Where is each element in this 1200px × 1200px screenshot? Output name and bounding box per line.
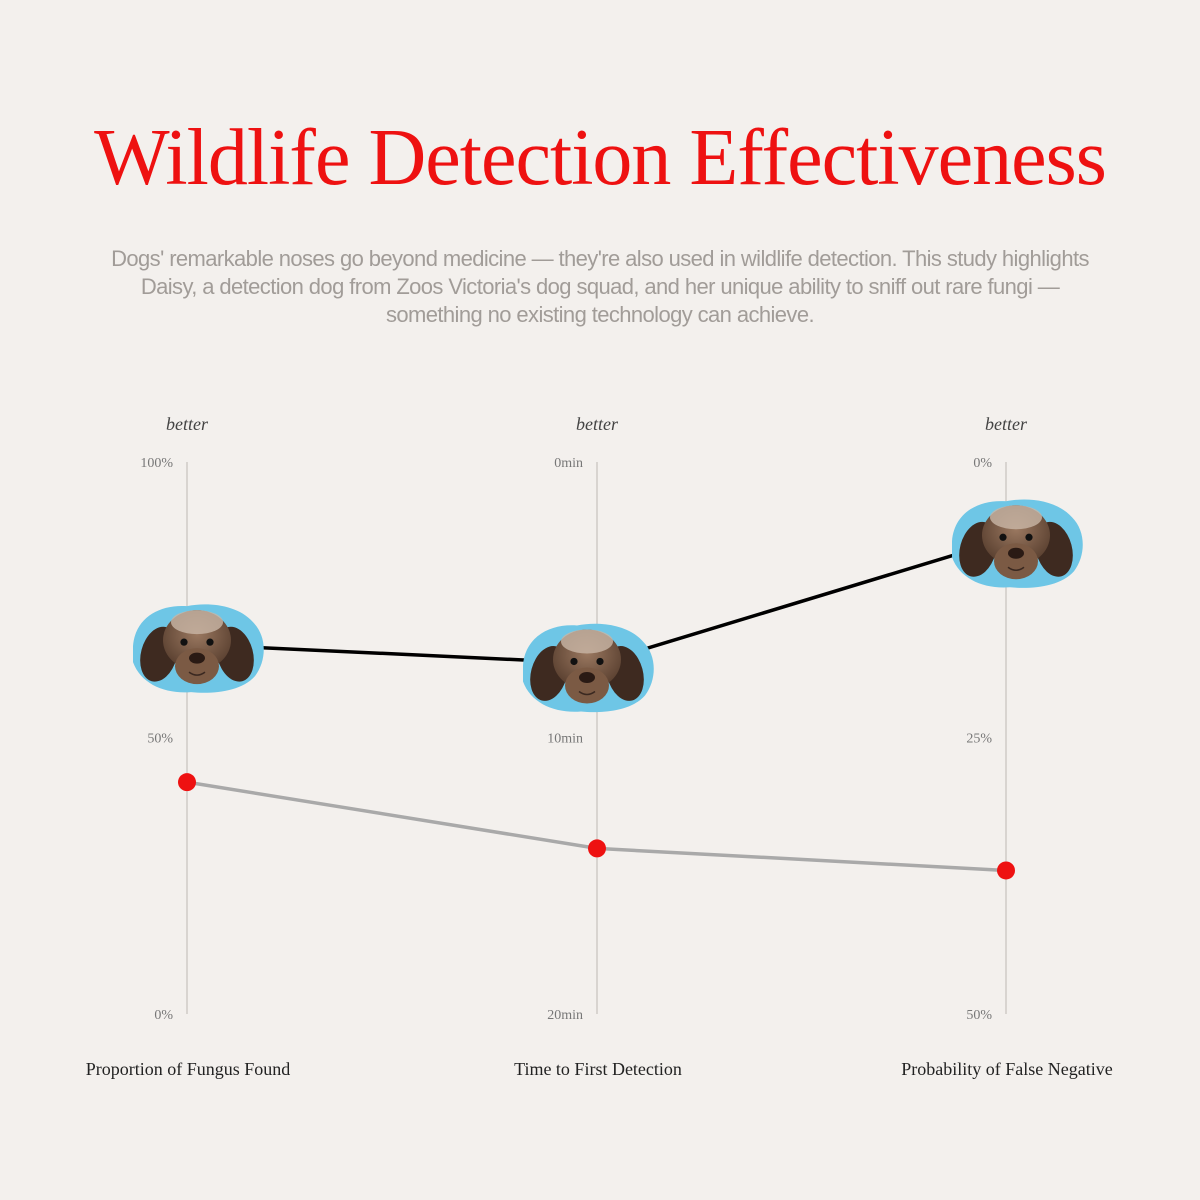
- dog-nose-shape: [1008, 547, 1024, 559]
- dog-muzzle-shape: [175, 648, 219, 685]
- dog-left-eye-shape: [180, 638, 188, 646]
- tick-label: 10min: [547, 732, 583, 747]
- better-label: better: [166, 414, 209, 434]
- tick-label: 50%: [966, 1008, 992, 1023]
- tick-label: 100%: [140, 456, 173, 471]
- dog-nose-shape: [189, 652, 205, 664]
- dog-nose-shape: [579, 671, 595, 683]
- dog-mouth-shape: [1007, 566, 1025, 572]
- dog-muzzle-shape: [565, 667, 609, 704]
- chart-subtitle: Dogs' remarkable noses go beyond medicin…: [111, 246, 1089, 327]
- dog-right-eye-shape: [1025, 533, 1033, 541]
- tick-label: 0%: [973, 456, 992, 471]
- tick-label: 0%: [154, 1008, 173, 1023]
- better-label: better: [985, 414, 1028, 434]
- tick-label: 20min: [547, 1008, 583, 1023]
- dog-right-eye-shape: [206, 638, 214, 646]
- dog-left-eye-shape: [999, 533, 1007, 541]
- axis-name-label: Proportion of Fungus Found: [86, 1059, 291, 1079]
- dog-mouth-shape: [188, 671, 206, 676]
- tick-label: 50%: [147, 732, 173, 747]
- chart-title: Wildlife Detection Effectiveness: [94, 114, 1107, 202]
- data-point-marker: [178, 773, 196, 792]
- data-point-marker: [997, 861, 1015, 880]
- tick-label: 0min: [554, 456, 583, 471]
- axis-name-label: Probability of False Negative: [901, 1059, 1112, 1079]
- dog-left-eye-shape: [570, 657, 578, 666]
- better-label: better: [576, 414, 619, 434]
- dog-face-icon: [133, 604, 264, 693]
- dog-mouth-shape: [578, 690, 596, 696]
- dog-muzzle-shape: [994, 543, 1038, 580]
- data-point-marker: [588, 839, 606, 858]
- dog-forehead-shape: [990, 505, 1042, 530]
- axis-name-label: Time to First Detection: [514, 1059, 682, 1079]
- dog-right-eye-shape: [596, 657, 604, 666]
- dog-forehead-shape: [561, 629, 613, 654]
- tick-label: 25%: [966, 732, 992, 747]
- dog-face-icon: [952, 499, 1083, 588]
- dog-face-icon: [523, 623, 654, 713]
- dog-forehead-shape: [171, 610, 223, 635]
